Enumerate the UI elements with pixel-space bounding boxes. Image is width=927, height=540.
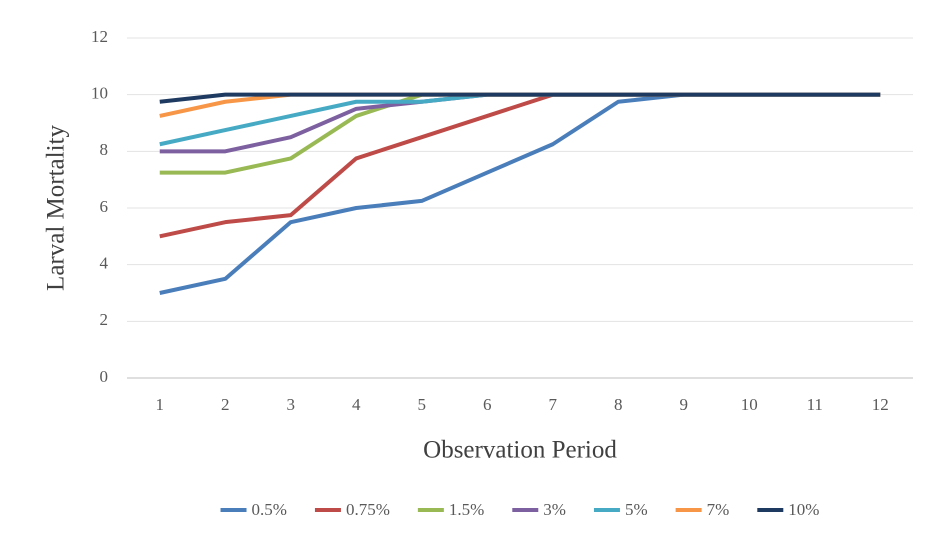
x-tick-label: 5 (418, 395, 427, 414)
y-tick-label: 0 (100, 367, 109, 386)
legend-label: 0.5% (252, 500, 287, 519)
x-tick-label: 12 (872, 395, 889, 414)
legend-label: 10% (788, 500, 819, 519)
x-tick-label: 8 (614, 395, 623, 414)
x-tick-label: 6 (483, 395, 492, 414)
x-tick-label: 3 (287, 395, 296, 414)
y-tick-label: 6 (100, 197, 109, 216)
y-tick-label: 4 (100, 254, 109, 273)
series-line (159, 92, 881, 147)
x-tick-label: 9 (680, 395, 689, 414)
x-tick-label: 4 (352, 395, 361, 414)
y-tick-label: 8 (100, 140, 109, 159)
legend-label: 1.5% (449, 500, 484, 519)
x-tick-label: 7 (549, 395, 558, 414)
legend: 0.5% 0.75% 1.5% 3% 5% 7% 10% (220, 500, 819, 519)
y-tick-label: 12 (91, 27, 108, 46)
y-tick-label: 10 (91, 84, 108, 103)
legend-label: 7% (707, 500, 730, 519)
x-tick-label: 1 (156, 395, 165, 414)
series-line (159, 92, 881, 154)
x-tick-label: 2 (221, 395, 230, 414)
series-line (159, 92, 881, 239)
x-tick-label: 11 (807, 395, 823, 414)
legend-label: 3% (543, 500, 566, 519)
y-axis-title: Larval Mortality (43, 125, 70, 291)
series-line (159, 92, 881, 295)
legend-label: 5% (625, 500, 648, 519)
legend-label: 0.75% (346, 500, 390, 519)
series-line (159, 92, 881, 104)
x-tick-label: 10 (741, 395, 758, 414)
x-axis-title: Observation Period (423, 437, 617, 464)
y-tick-label: 2 (100, 310, 109, 329)
